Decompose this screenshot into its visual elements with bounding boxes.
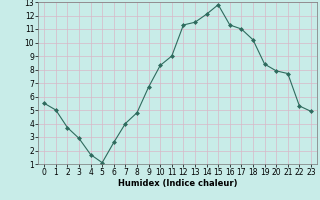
X-axis label: Humidex (Indice chaleur): Humidex (Indice chaleur) (118, 179, 237, 188)
